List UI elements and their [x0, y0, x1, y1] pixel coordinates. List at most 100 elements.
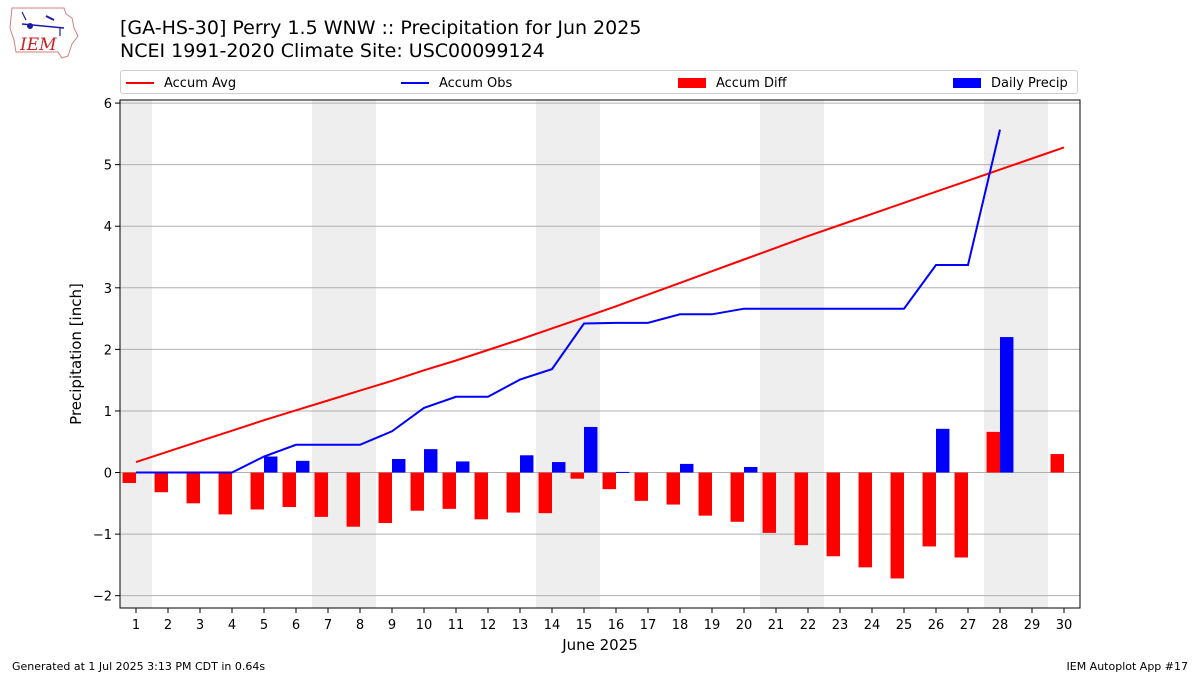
x-tick-label: 11	[448, 618, 465, 633]
x-tick-label: 1	[132, 618, 140, 633]
x-tick-label: 2	[164, 618, 172, 633]
weekend-shade-day-8	[344, 100, 376, 608]
bar-accum-diff-day-12	[474, 472, 488, 520]
x-tick-label: 4	[228, 618, 236, 633]
bar-accum-diff-day-6	[282, 472, 296, 508]
bar-daily-precip-day-20	[744, 466, 758, 473]
bar-accum-diff-day-4	[218, 472, 232, 515]
bar-daily-precip-day-10	[424, 449, 438, 473]
x-tick-label: 14	[544, 618, 561, 633]
line-accum-avg	[135, 146, 1065, 464]
bar-accum-diff-day-1	[122, 472, 136, 484]
bar-accum-diff-day-17	[634, 472, 648, 501]
x-tick-label: 13	[512, 618, 529, 633]
bar-daily-precip-day-28	[1000, 337, 1014, 473]
bar-daily-precip-day-13	[520, 455, 534, 473]
bar-accum-diff-day-13	[506, 472, 520, 513]
legend-label-daily-precip: Daily Precip	[991, 75, 1068, 91]
bar-marks	[122, 337, 1064, 579]
y-tick-label: 3	[104, 282, 112, 297]
x-axis-label: June 2025	[561, 636, 638, 654]
legend-item-accum-avg: Accum Avg	[126, 74, 236, 92]
legend-label-accum-diff: Accum Diff	[716, 75, 787, 91]
footer-app-text: IEM Autoplot App #17	[1066, 660, 1189, 673]
x-tick-label: 6	[292, 618, 300, 633]
bar-accum-diff-day-23	[826, 472, 840, 557]
bar-accum-diff-day-9	[378, 472, 392, 524]
bar-accum-diff-day-10	[410, 472, 424, 511]
bar-accum-diff-day-24	[858, 472, 872, 568]
x-tick-label: 28	[992, 618, 1009, 633]
y-tick-label: 1	[104, 405, 112, 420]
bar-accum-diff-day-20	[730, 472, 744, 522]
iem-logo-icon: IEM	[9, 7, 79, 59]
bar-accum-diff-day-21	[762, 472, 776, 533]
chart-legend: Accum Avg Accum Obs Accum Diff Daily Pre…	[120, 70, 1078, 94]
x-tick-label: 29	[1024, 618, 1041, 633]
x-tick-label: 21	[768, 618, 785, 633]
y-tick-label: 5	[104, 159, 112, 174]
bar-accum-diff-day-28	[986, 431, 1000, 473]
x-tick-label: 7	[324, 618, 332, 633]
bar-daily-precip-day-26	[936, 428, 950, 473]
x-tick-label: 10	[416, 618, 433, 633]
bar-daily-precip-day-14	[552, 462, 566, 473]
x-tick-label: 25	[896, 618, 913, 633]
legend-swatch-accum-avg	[126, 82, 154, 84]
x-tick-label: 16	[608, 618, 625, 633]
x-tick-label: 19	[704, 618, 721, 633]
x-tick-label: 3	[196, 618, 204, 633]
x-tick-label: 5	[260, 618, 268, 633]
bar-accum-diff-day-7	[314, 472, 328, 517]
bar-accum-diff-day-27	[954, 472, 968, 558]
x-tick-label: 12	[480, 618, 497, 633]
x-tick-label: 8	[356, 618, 364, 633]
bar-accum-diff-day-19	[698, 472, 712, 516]
footer-generated-text: Generated at 1 Jul 2025 3:13 PM CDT in 0…	[12, 660, 266, 673]
legend-item-daily-precip: Daily Precip	[953, 74, 1068, 92]
legend-swatch-accum-obs	[401, 82, 429, 84]
bar-accum-diff-day-25	[890, 472, 904, 579]
legend-item-accum-diff: Accum Diff	[678, 74, 787, 92]
bar-accum-diff-day-30	[1050, 454, 1064, 473]
legend-item-accum-obs: Accum Obs	[401, 74, 512, 92]
plot-frame	[119, 99, 1081, 609]
legend-label-accum-avg: Accum Avg	[164, 75, 237, 91]
x-tick-label: 26	[928, 618, 945, 633]
y-tick-label: 2	[104, 343, 112, 358]
bar-daily-precip-day-6	[296, 460, 310, 473]
chart-subtitle: NCEI 1991-2020 Climate Site: USC00099124	[120, 40, 545, 62]
line-accum-obs	[136, 129, 1001, 474]
bar-accum-diff-day-11	[442, 472, 456, 509]
x-tick-label: 18	[672, 618, 689, 633]
x-tick-label: 23	[832, 618, 849, 633]
bar-daily-precip-day-16	[616, 471, 630, 473]
bar-accum-diff-day-22	[794, 472, 808, 546]
grid-lines	[120, 102, 1080, 597]
bar-accum-diff-day-14	[538, 472, 552, 514]
x-tick-label: 24	[864, 618, 881, 633]
x-tick-label: 17	[640, 618, 657, 633]
y-tick-label: 4	[104, 220, 112, 235]
bar-daily-precip-day-5	[264, 456, 278, 473]
y-tick-label: −1	[93, 528, 112, 543]
y-tick-label: 0	[104, 467, 112, 482]
bar-daily-precip-day-11	[456, 461, 470, 473]
bar-accum-diff-day-26	[922, 472, 936, 547]
weekend-shading	[120, 100, 1048, 608]
bar-accum-diff-day-5	[250, 472, 264, 510]
y-tick-label: 6	[104, 97, 112, 112]
x-tick-label: 27	[960, 618, 977, 633]
x-tick-label: 15	[576, 618, 593, 633]
bar-accum-diff-day-16	[602, 472, 616, 490]
chart-title: [GA-HS-30] Perry 1.5 WNW :: Precipitatio…	[120, 17, 642, 39]
weekend-shade-day-7	[312, 100, 344, 608]
x-tick-label: 30	[1056, 618, 1073, 633]
bar-daily-precip-day-18	[680, 463, 694, 473]
weekend-shade-day-1	[120, 100, 152, 608]
logo-text: IEM	[19, 35, 57, 55]
x-tick-label: 22	[800, 618, 817, 633]
bar-accum-diff-day-2	[154, 472, 168, 493]
